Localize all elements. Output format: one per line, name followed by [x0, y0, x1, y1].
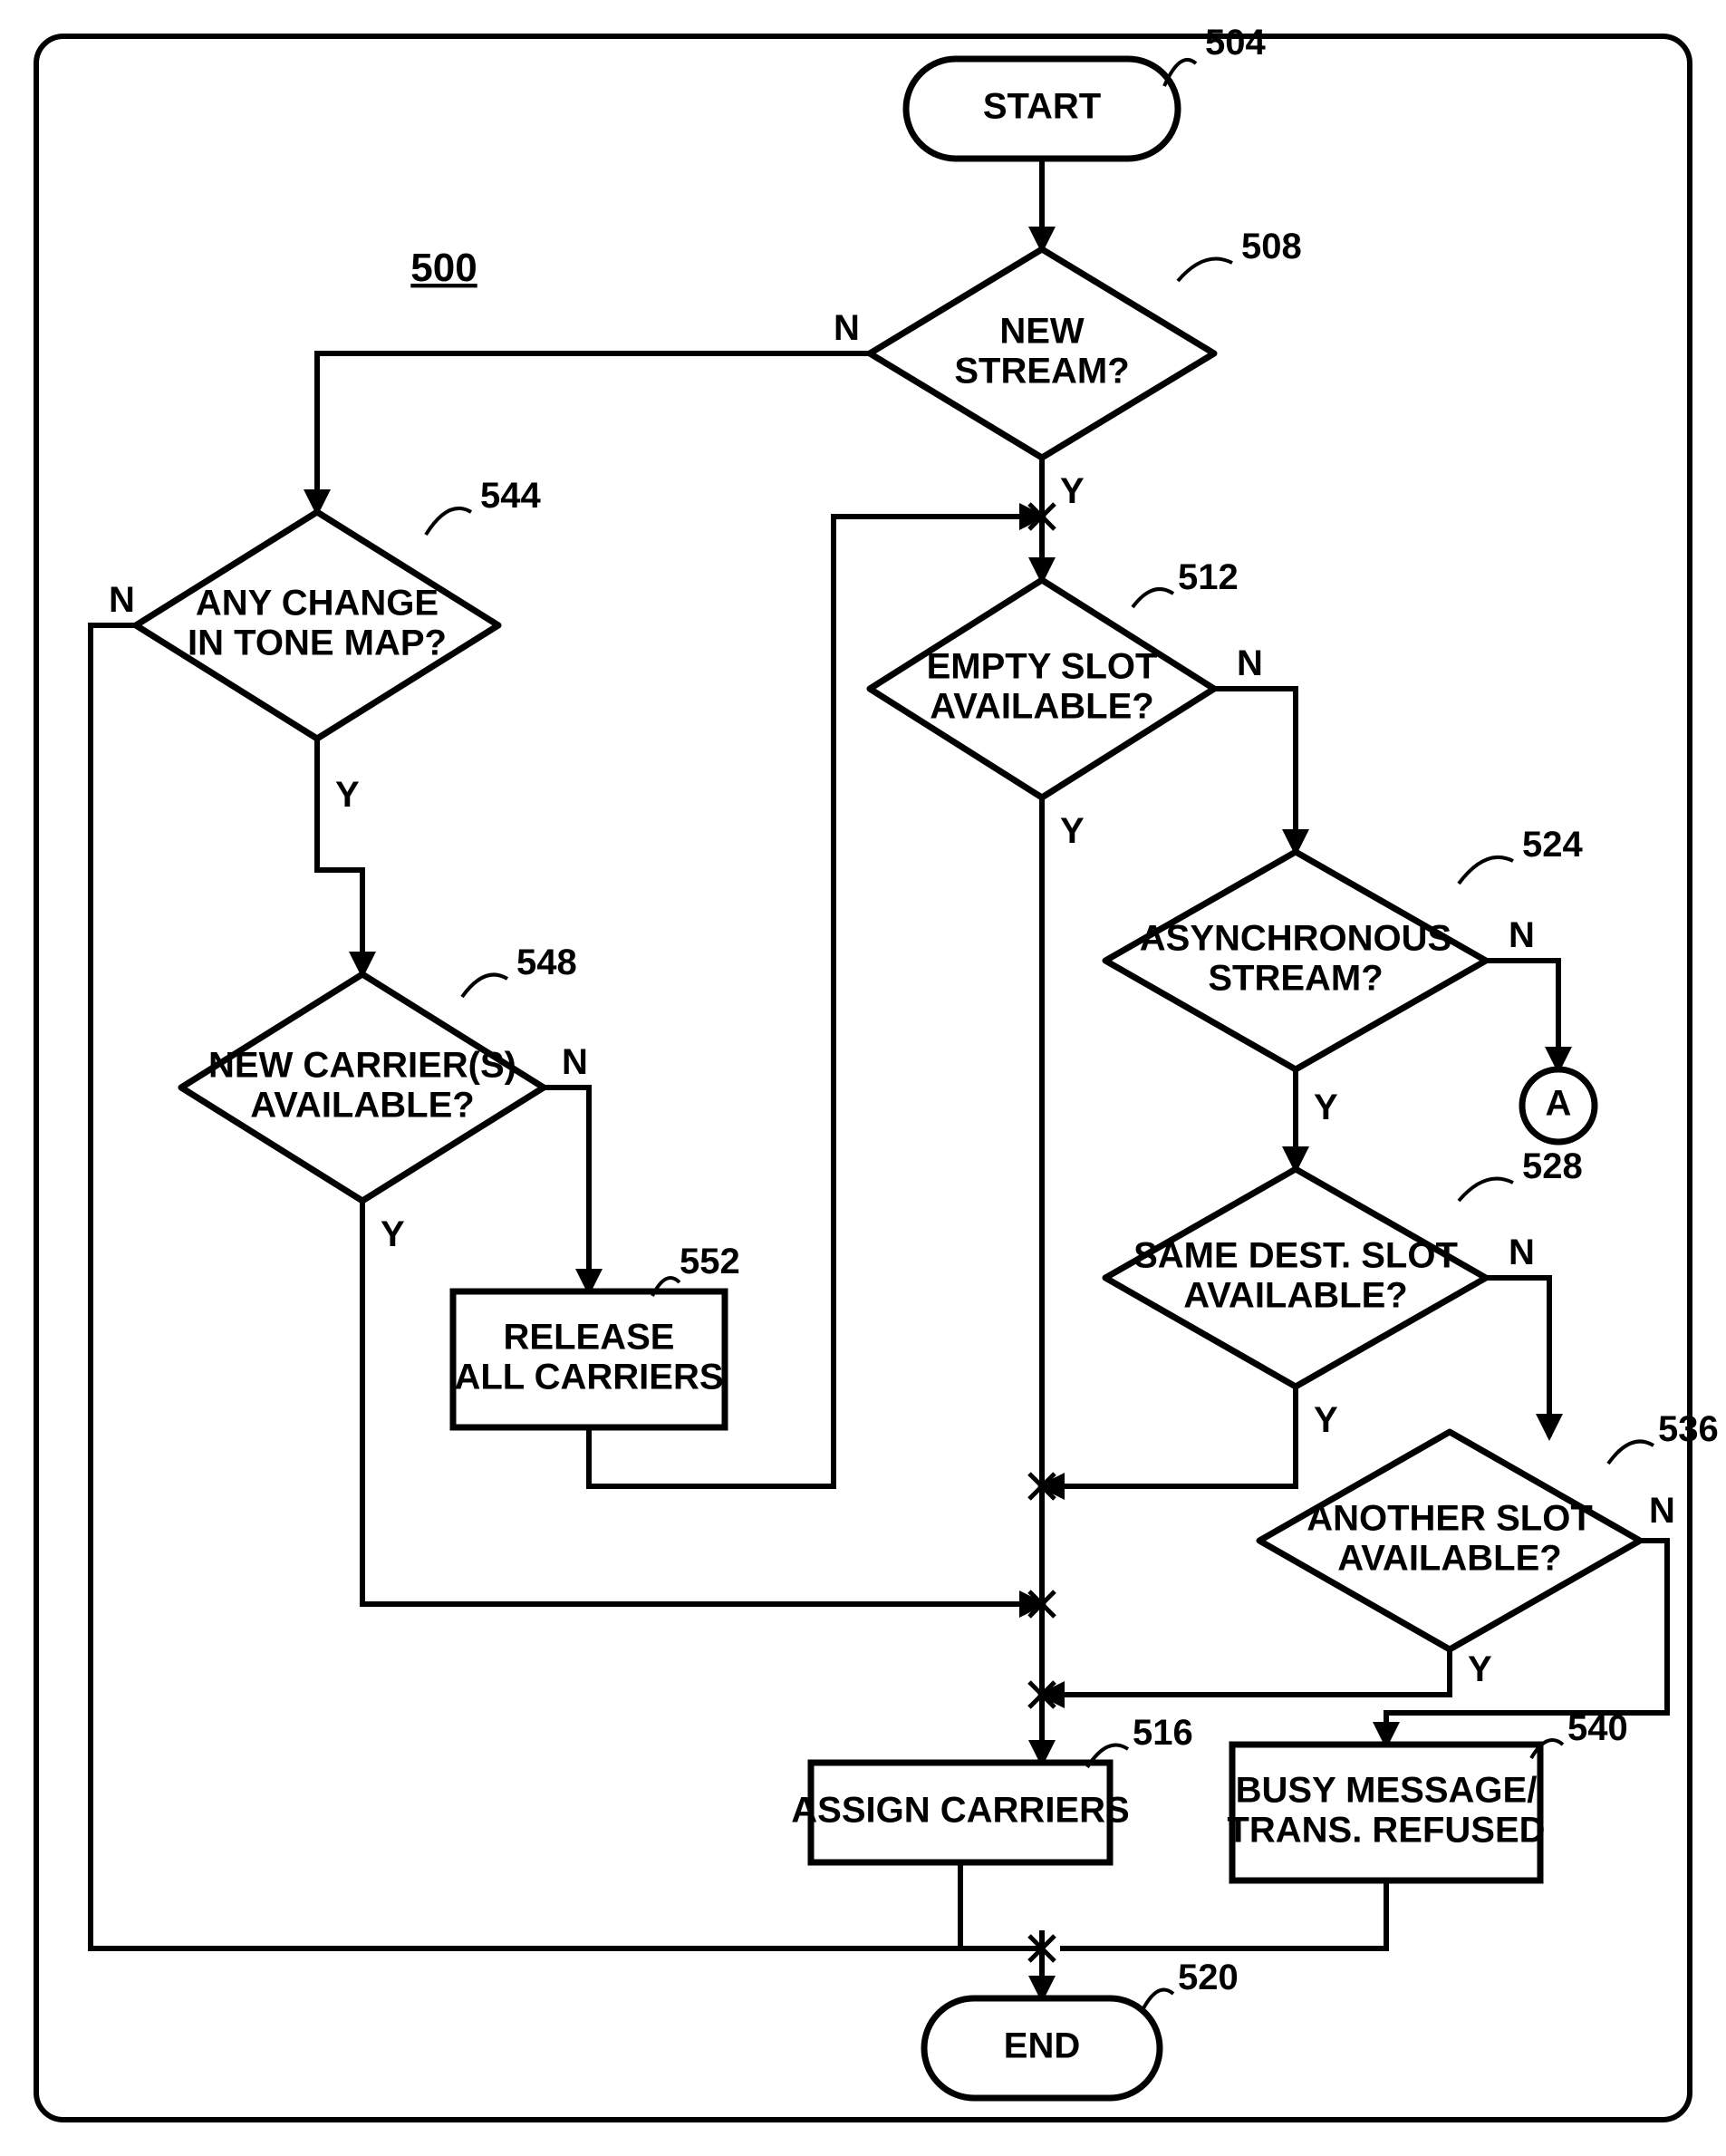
svg-text:524: 524: [1522, 825, 1583, 865]
svg-text:AVAILABLE?: AVAILABLE?: [250, 1086, 474, 1126]
flow-edge: [91, 625, 1024, 1948]
svg-text:Y: Y: [1060, 471, 1085, 511]
svg-text:Y: Y: [1314, 1400, 1338, 1440]
svg-text:STREAM?: STREAM?: [1208, 959, 1383, 999]
svg-text:544: 544: [480, 476, 541, 516]
flow-edge: [1486, 1278, 1549, 1436]
svg-text:552: 552: [680, 1242, 740, 1281]
svg-text:ASYNCHRONOUS: ASYNCHRONOUS: [1140, 919, 1451, 959]
svg-text:504: 504: [1205, 23, 1266, 63]
flow-edge: [317, 353, 870, 512]
svg-text:AVAILABLE?: AVAILABLE?: [1337, 1539, 1561, 1579]
flow-edge: [1486, 961, 1558, 1069]
svg-text:N: N: [562, 1042, 588, 1082]
svg-text:SAME DEST. SLOT: SAME DEST. SLOT: [1133, 1236, 1458, 1276]
svg-text:NEW CARRIER(S): NEW CARRIER(S): [208, 1046, 516, 1086]
svg-text:ANY CHANGE: ANY CHANGE: [196, 584, 439, 624]
svg-text:N: N: [1509, 915, 1535, 955]
svg-text:A: A: [1546, 1084, 1572, 1124]
svg-text:520: 520: [1178, 1958, 1239, 1997]
svg-text:EMPTY SLOT: EMPTY SLOT: [927, 647, 1158, 687]
svg-text:BUSY MESSAGE/: BUSY MESSAGE/: [1236, 1771, 1538, 1811]
svg-text:548: 548: [516, 943, 577, 982]
svg-text:ALL CARRIERS: ALL CARRIERS: [454, 1358, 723, 1397]
svg-text:Y: Y: [1060, 811, 1085, 851]
svg-text:START: START: [983, 87, 1101, 127]
svg-text:ASSIGN CARRIERS: ASSIGN CARRIERS: [791, 1791, 1129, 1831]
svg-text:Y: Y: [381, 1214, 405, 1254]
svg-text:N: N: [1649, 1491, 1675, 1531]
svg-text:TRANS. REFUSED: TRANS. REFUSED: [1227, 1811, 1545, 1851]
svg-text:508: 508: [1241, 227, 1302, 266]
flow-edge: [544, 1088, 589, 1291]
svg-text:N: N: [1237, 643, 1263, 683]
svg-text:AVAILABLE?: AVAILABLE?: [1183, 1276, 1407, 1316]
flow-edge: [1060, 1880, 1386, 1948]
svg-text:512: 512: [1178, 557, 1239, 597]
svg-text:ANOTHER SLOT: ANOTHER SLOT: [1307, 1499, 1593, 1539]
svg-text:500: 500: [410, 246, 477, 290]
flow-edge: [1214, 689, 1296, 852]
svg-text:N: N: [109, 580, 135, 620]
nodes: START504NEWSTREAM?508EMPTY SLOTAVAILABLE…: [136, 23, 1719, 2098]
svg-text:AVAILABLE?: AVAILABLE?: [930, 687, 1153, 727]
svg-text:516: 516: [1133, 1713, 1193, 1753]
svg-text:N: N: [834, 308, 860, 348]
svg-text:540: 540: [1567, 1708, 1628, 1748]
svg-text:N: N: [1509, 1233, 1535, 1272]
svg-text:528: 528: [1522, 1146, 1583, 1186]
svg-text:IN TONE MAP?: IN TONE MAP?: [188, 624, 447, 663]
svg-text:Y: Y: [1468, 1649, 1492, 1689]
svg-text:536: 536: [1658, 1409, 1719, 1449]
svg-text:RELEASE: RELEASE: [504, 1318, 675, 1358]
flow-edge: [1042, 1387, 1296, 1486]
svg-text:END: END: [1004, 2026, 1080, 2066]
svg-text:STREAM?: STREAM?: [954, 352, 1129, 392]
svg-text:Y: Y: [335, 775, 360, 815]
flow-edge: [1042, 1649, 1450, 1695]
flow-edge: [317, 739, 362, 974]
svg-text:Y: Y: [1314, 1088, 1338, 1127]
svg-text:NEW: NEW: [999, 312, 1085, 352]
